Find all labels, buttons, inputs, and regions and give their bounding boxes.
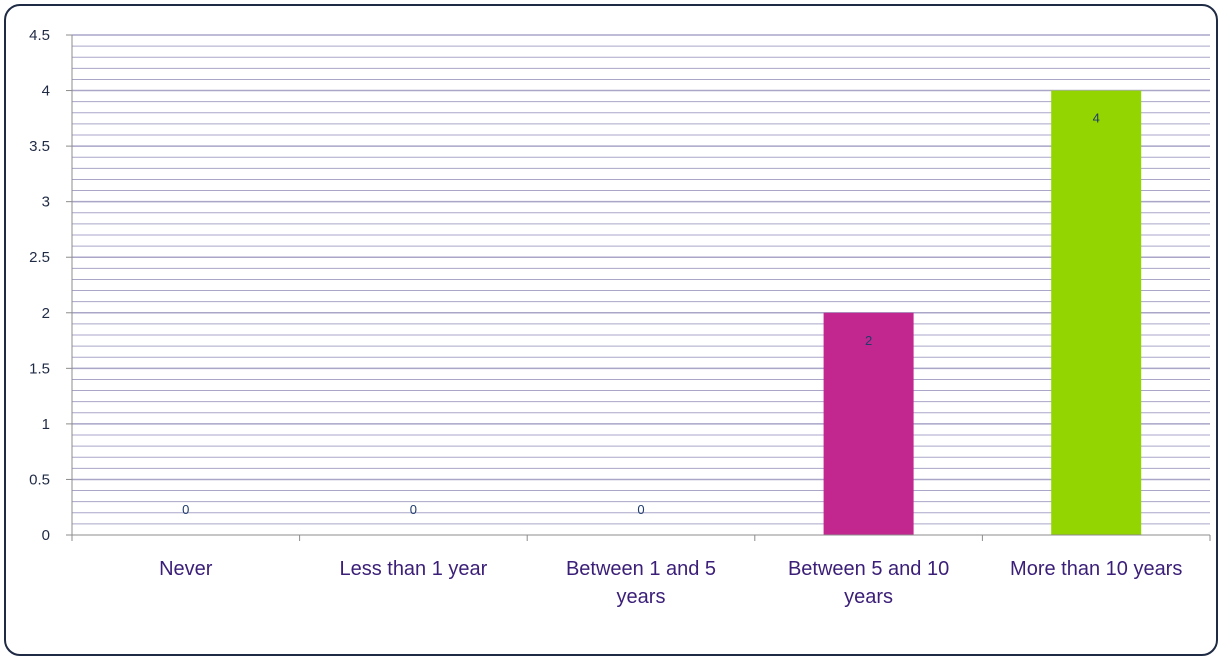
bar-data-label: 0 — [410, 502, 417, 517]
x-category-label: More than 10 years — [1010, 558, 1182, 580]
x-category-label: Never — [159, 558, 213, 580]
bar-data-label: 4 — [1093, 111, 1100, 126]
gridlines — [72, 34, 1210, 525]
y-tick-label: 3.5 — [29, 138, 50, 155]
y-tick-label: 2.5 — [29, 249, 50, 266]
y-tick-label: 0.5 — [29, 471, 50, 488]
bar — [823, 312, 914, 535]
bar — [1051, 90, 1142, 536]
x-category-label: Between 1 and 5 years — [566, 558, 716, 608]
y-tick-label: 4 — [42, 83, 50, 100]
y-tick-label: 3 — [42, 194, 50, 211]
axes — [66, 34, 1211, 541]
bars — [823, 90, 1142, 536]
bar-data-label: 0 — [637, 502, 644, 517]
y-tick-label: 1 — [42, 416, 50, 433]
y-tick-label: 4.5 — [29, 27, 50, 44]
x-category-label: Between 5 and 10 years — [788, 558, 949, 608]
bar-data-label: 2 — [865, 333, 872, 348]
y-tick-label: 2 — [42, 305, 50, 322]
bar-data-label: 0 — [182, 502, 189, 517]
y-tick-label: 1.5 — [29, 360, 50, 377]
labels: 0 0.5 1 1.5 2 2.5 3 3.5 4 4.5 Never Less than 1 yea… — [29, 27, 1182, 608]
x-category-label: Less than 1 year — [339, 558, 487, 580]
y-tick-label: 0 — [42, 527, 50, 544]
